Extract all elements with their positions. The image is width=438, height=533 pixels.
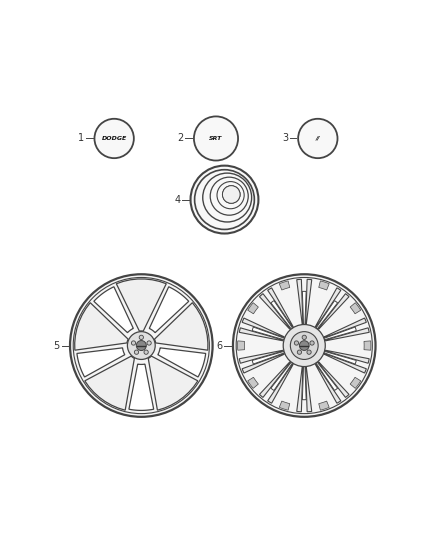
Polygon shape bbox=[259, 362, 290, 398]
Polygon shape bbox=[325, 328, 369, 341]
Circle shape bbox=[139, 335, 144, 340]
Polygon shape bbox=[271, 360, 294, 391]
Circle shape bbox=[310, 341, 314, 345]
Text: 6: 6 bbox=[217, 341, 223, 351]
Polygon shape bbox=[314, 360, 338, 391]
Circle shape bbox=[233, 274, 375, 417]
Circle shape bbox=[191, 166, 258, 233]
Text: 3: 3 bbox=[282, 133, 288, 143]
Polygon shape bbox=[321, 351, 357, 364]
Polygon shape bbox=[302, 292, 306, 327]
Polygon shape bbox=[279, 281, 290, 290]
Polygon shape bbox=[149, 287, 189, 333]
Circle shape bbox=[70, 274, 212, 417]
Circle shape bbox=[136, 341, 146, 351]
Circle shape bbox=[144, 350, 148, 354]
Polygon shape bbox=[158, 348, 206, 377]
Polygon shape bbox=[364, 341, 371, 350]
Polygon shape bbox=[297, 279, 303, 324]
Polygon shape bbox=[239, 328, 283, 341]
Polygon shape bbox=[268, 364, 293, 403]
Polygon shape bbox=[302, 364, 306, 400]
Polygon shape bbox=[117, 279, 166, 331]
Polygon shape bbox=[268, 288, 293, 327]
Text: //: // bbox=[315, 136, 320, 141]
Circle shape bbox=[223, 185, 240, 203]
Polygon shape bbox=[306, 279, 312, 324]
Polygon shape bbox=[279, 401, 290, 410]
Circle shape bbox=[297, 350, 302, 354]
Polygon shape bbox=[325, 350, 369, 364]
Polygon shape bbox=[319, 281, 329, 290]
Circle shape bbox=[300, 341, 309, 350]
Circle shape bbox=[147, 341, 151, 345]
Circle shape bbox=[134, 350, 139, 354]
Polygon shape bbox=[237, 341, 244, 350]
Circle shape bbox=[131, 341, 136, 345]
Circle shape bbox=[298, 119, 338, 158]
Text: 1: 1 bbox=[78, 133, 84, 143]
Polygon shape bbox=[75, 303, 128, 350]
Polygon shape bbox=[319, 401, 329, 410]
Polygon shape bbox=[315, 288, 341, 327]
Text: 4: 4 bbox=[174, 195, 180, 205]
Text: DODGE: DODGE bbox=[102, 136, 127, 141]
Text: 2: 2 bbox=[177, 133, 184, 143]
Polygon shape bbox=[242, 353, 284, 373]
Polygon shape bbox=[77, 348, 125, 377]
Circle shape bbox=[194, 116, 238, 160]
Polygon shape bbox=[321, 327, 357, 341]
Polygon shape bbox=[318, 294, 349, 329]
Circle shape bbox=[307, 350, 311, 354]
Text: SRT: SRT bbox=[209, 136, 223, 141]
Polygon shape bbox=[350, 377, 361, 389]
Circle shape bbox=[290, 332, 318, 359]
Circle shape bbox=[294, 341, 299, 345]
Text: 5: 5 bbox=[53, 341, 60, 351]
Circle shape bbox=[302, 335, 307, 340]
Polygon shape bbox=[248, 303, 258, 314]
Polygon shape bbox=[242, 318, 284, 337]
Polygon shape bbox=[252, 327, 287, 341]
Polygon shape bbox=[271, 301, 294, 331]
Circle shape bbox=[127, 332, 155, 359]
Polygon shape bbox=[248, 377, 258, 389]
Polygon shape bbox=[315, 364, 341, 403]
Polygon shape bbox=[148, 356, 198, 410]
Polygon shape bbox=[297, 367, 303, 412]
Polygon shape bbox=[85, 356, 134, 410]
Polygon shape bbox=[94, 287, 133, 333]
Circle shape bbox=[95, 119, 134, 158]
Polygon shape bbox=[306, 367, 312, 412]
Polygon shape bbox=[324, 353, 366, 373]
Polygon shape bbox=[252, 351, 287, 364]
Polygon shape bbox=[155, 303, 208, 350]
Circle shape bbox=[283, 325, 325, 367]
Polygon shape bbox=[318, 362, 349, 398]
Polygon shape bbox=[350, 303, 361, 314]
Polygon shape bbox=[129, 364, 154, 410]
Polygon shape bbox=[259, 294, 290, 329]
Polygon shape bbox=[314, 301, 338, 331]
Polygon shape bbox=[324, 318, 366, 337]
Polygon shape bbox=[239, 350, 283, 364]
